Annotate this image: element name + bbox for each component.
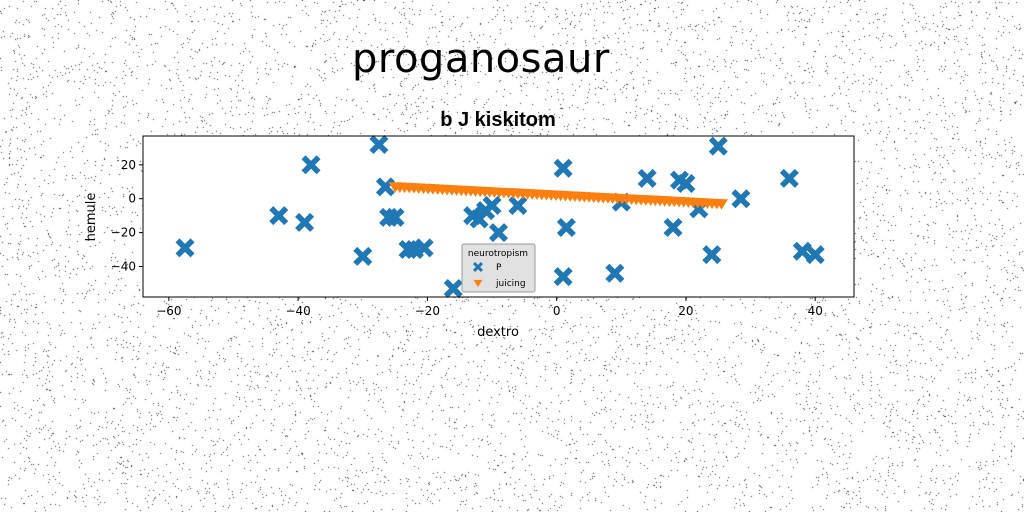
data-point-p [779, 168, 799, 188]
plot-frame [142, 135, 855, 298]
data-point-p [553, 158, 573, 178]
y-tick-label: −20 [111, 226, 136, 240]
legend-marker-juicing [473, 279, 483, 288]
x-tick-label: −40 [285, 304, 310, 318]
data-point-p [605, 263, 625, 283]
data-point-p [663, 218, 683, 238]
data-point-p [508, 195, 528, 215]
legend-label-juicing: juicing [495, 279, 526, 289]
data-point-p [556, 218, 576, 238]
x-axis-label: dextro [477, 325, 519, 340]
data-point-juicing [714, 199, 728, 210]
data-point-p [414, 238, 434, 258]
y-axis: −40 −20 0 20 [111, 158, 143, 273]
legend-title: neurotropism [468, 249, 528, 259]
data-point-p [553, 267, 573, 287]
data-point-p [353, 246, 373, 266]
x-axis: −60 −40 −20 0 20 40 [156, 297, 823, 318]
legend-marker-juicing-shape [473, 279, 483, 288]
data-point-p [702, 245, 722, 265]
x-tick-label: 0 [553, 304, 561, 318]
y-tick-label: −40 [111, 259, 136, 273]
data-point-p [482, 195, 502, 215]
data-point-p [731, 189, 751, 209]
data-point-p [676, 173, 696, 193]
legend: neurotropism P juicing [461, 243, 536, 293]
y-tick-label: 0 [128, 192, 136, 206]
data-point-p [385, 207, 405, 227]
data-point-p [295, 212, 315, 232]
y-tick-label: 20 [121, 158, 136, 172]
data-point-p [805, 245, 825, 265]
chart-title: b J kiskitom [440, 109, 556, 131]
x-tick-label: 40 [808, 304, 823, 318]
data-point-p [792, 241, 812, 261]
data-point-p [375, 177, 395, 197]
data-point-p [708, 136, 728, 156]
data-point-p [443, 279, 463, 299]
data-point-p [369, 134, 389, 154]
legend-marker-p-shape [473, 262, 483, 272]
data-point-p [175, 238, 195, 258]
x-tick-label: −60 [156, 304, 181, 318]
x-tick-label: −20 [415, 304, 440, 318]
data-point-p [301, 155, 321, 175]
legend-label-p: P [496, 263, 502, 273]
data-point-p [269, 206, 289, 226]
data-point-p [637, 168, 657, 188]
legend-marker-p [473, 262, 483, 272]
x-tick-label: 20 [678, 304, 693, 318]
data-point-p [489, 223, 508, 243]
chart-marks [175, 134, 825, 299]
y-axis-label: hemule [84, 193, 99, 242]
page-title: proganosaur [352, 36, 610, 82]
